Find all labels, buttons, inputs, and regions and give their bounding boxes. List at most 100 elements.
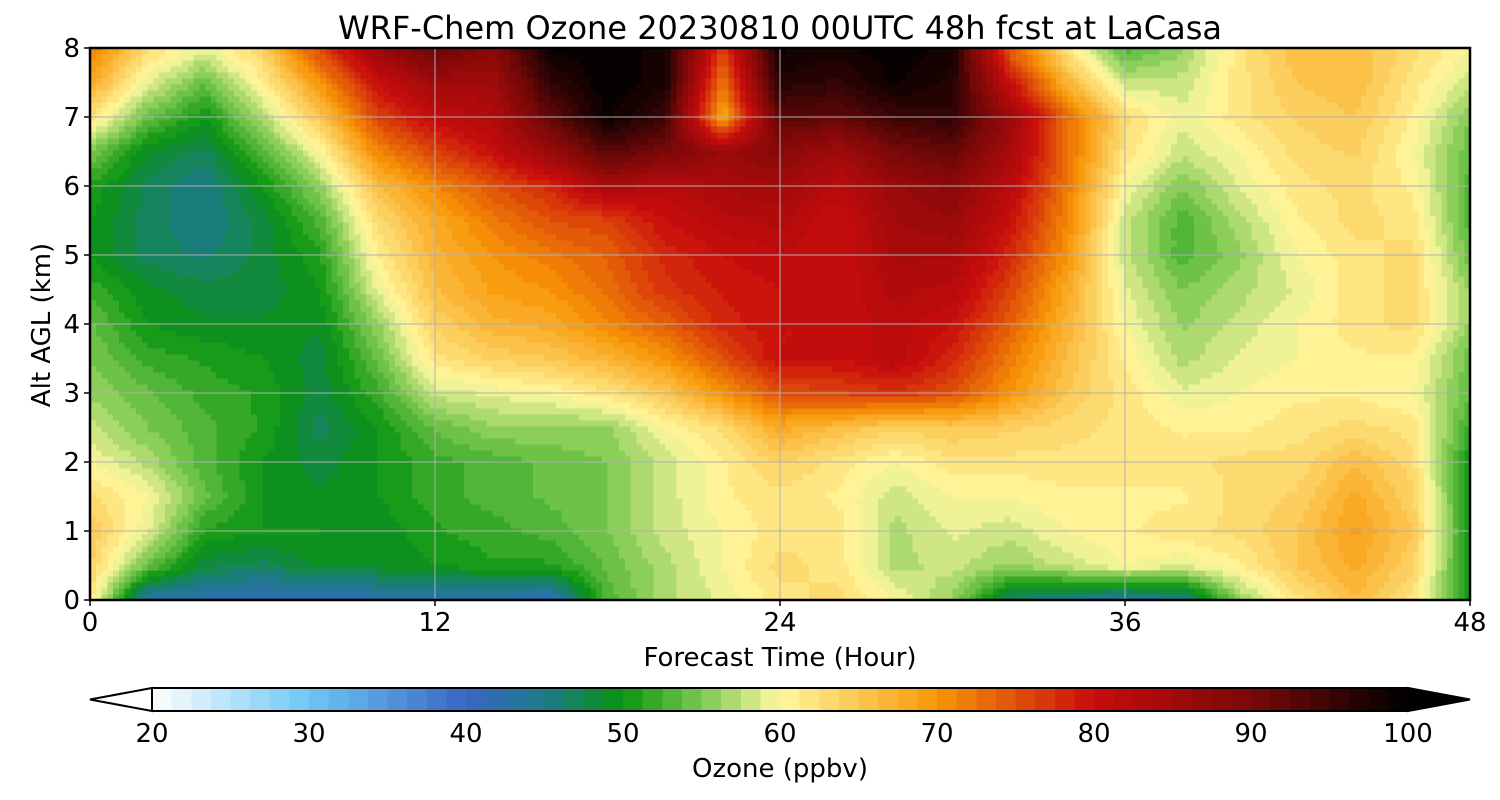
heatmap-cell xyxy=(556,552,562,559)
heatmap-cell xyxy=(1372,576,1378,583)
heatmap-cell xyxy=(1459,576,1465,583)
heatmap-cell xyxy=(337,504,343,511)
heatmap-cell xyxy=(1022,516,1028,523)
heatmap-cell xyxy=(113,576,119,583)
heatmap-cell xyxy=(1407,492,1413,499)
heatmap-cell xyxy=(102,558,108,565)
heatmap-cell xyxy=(918,486,924,493)
heatmap-cell xyxy=(107,474,113,481)
heatmap-cell xyxy=(234,486,240,493)
heatmap-cell xyxy=(723,564,729,571)
heatmap-cell xyxy=(602,534,608,541)
heatmap-cell xyxy=(487,474,493,481)
heatmap-cell xyxy=(838,486,844,493)
heatmap-cell xyxy=(1004,570,1010,577)
heatmap-cell xyxy=(1384,564,1390,571)
heatmap-cell xyxy=(1246,576,1252,583)
heatmap-cell xyxy=(1010,516,1016,523)
heatmap-cell xyxy=(1188,516,1194,523)
heatmap-cell xyxy=(1177,504,1183,511)
heatmap-cell xyxy=(780,486,786,493)
heatmap-cell xyxy=(1355,534,1361,541)
heatmap-cell xyxy=(734,570,740,577)
heatmap-cell xyxy=(872,546,878,553)
heatmap-cell xyxy=(711,474,717,481)
heatmap-cell xyxy=(280,492,286,499)
heatmap-cell xyxy=(631,498,637,505)
heatmap-cell xyxy=(1234,522,1240,529)
heatmap-cell xyxy=(924,558,930,565)
heatmap-cell xyxy=(1022,504,1028,511)
heatmap-cell xyxy=(424,474,430,481)
heatmap-cell xyxy=(786,498,792,505)
heatmap-cell xyxy=(659,486,665,493)
heatmap-cell xyxy=(803,516,809,523)
heatmap-cell xyxy=(366,510,372,517)
heatmap-cell xyxy=(757,504,763,511)
heatmap-cell xyxy=(1326,570,1332,577)
heatmap-cell xyxy=(142,516,148,523)
heatmap-cell xyxy=(654,576,660,583)
heatmap-cell xyxy=(452,552,458,559)
heatmap-cell xyxy=(1223,510,1229,517)
heatmap-cell xyxy=(849,480,855,487)
heatmap-cell xyxy=(389,552,395,559)
heatmap-cell xyxy=(964,582,970,589)
heatmap-cell xyxy=(602,546,608,553)
heatmap-cell xyxy=(1194,510,1200,517)
heatmap-cell xyxy=(1309,480,1315,487)
heatmap-cell xyxy=(711,552,717,559)
heatmap-cell xyxy=(1384,576,1390,583)
heatmap-cell xyxy=(659,498,665,505)
heatmap-cell xyxy=(786,522,792,529)
heatmap-cell xyxy=(1344,564,1350,571)
heatmap-cell xyxy=(1160,588,1166,595)
heatmap-cell xyxy=(280,516,286,523)
heatmap-cell xyxy=(1384,486,1390,493)
heatmap-cell xyxy=(510,546,516,553)
heatmap-cell xyxy=(993,510,999,517)
heatmap-cell xyxy=(573,582,579,589)
heatmap-cell xyxy=(1137,516,1143,523)
heatmap-cell xyxy=(211,570,217,577)
heatmap-cell xyxy=(895,546,901,553)
heatmap-cell xyxy=(585,486,591,493)
heatmap-cell xyxy=(1217,522,1223,529)
heatmap-cell xyxy=(1004,534,1010,541)
heatmap-cell xyxy=(763,504,769,511)
heatmap-cell xyxy=(1303,570,1309,577)
heatmap-cell xyxy=(286,582,292,589)
heatmap-cell xyxy=(1062,522,1068,529)
heatmap-cell xyxy=(130,474,136,481)
heatmap-cell xyxy=(613,480,619,487)
heatmap-cell xyxy=(142,486,148,493)
heatmap-cell xyxy=(291,486,297,493)
heatmap-cell xyxy=(809,564,815,571)
heatmap-cell xyxy=(976,534,982,541)
heatmap-cell xyxy=(717,588,723,595)
heatmap-cell xyxy=(688,588,694,595)
heatmap-cell xyxy=(677,486,683,493)
heatmap-cell xyxy=(619,558,625,565)
chart-title: WRF-Chem Ozone 20230810 00UTC 48h fcst a… xyxy=(338,9,1222,47)
heatmap-cell xyxy=(395,546,401,553)
heatmap-cell xyxy=(274,540,280,547)
heatmap-cell xyxy=(734,558,740,565)
heatmap-cell xyxy=(1016,504,1022,511)
heatmap-cell xyxy=(153,564,159,571)
heatmap-cell xyxy=(590,546,596,553)
heatmap-cell xyxy=(705,540,711,547)
heatmap-cell xyxy=(1194,480,1200,487)
heatmap-cell xyxy=(211,552,217,559)
heatmap-cell xyxy=(1223,534,1229,541)
heatmap-cell xyxy=(1217,498,1223,505)
heatmap-cell xyxy=(1211,588,1217,595)
heatmap-cell xyxy=(728,588,734,595)
heatmap-cell xyxy=(1073,588,1079,595)
heatmap-cell xyxy=(958,504,964,511)
heatmap-cell xyxy=(820,474,826,481)
heatmap-cell xyxy=(671,504,677,511)
heatmap-cell xyxy=(1459,498,1465,505)
heatmap-cell xyxy=(1217,480,1223,487)
heatmap-cell xyxy=(487,564,493,571)
